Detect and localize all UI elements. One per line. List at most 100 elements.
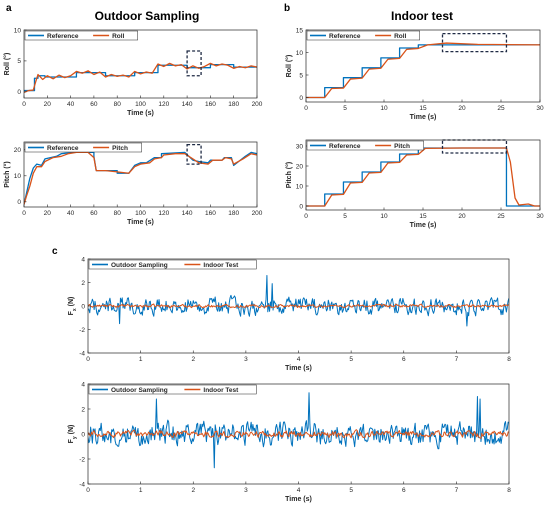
chart-a-pitch: 0 20 40 60 80 100 120 140 160 180 200 0 10 20 Time (s)… xyxy=(3,141,263,226)
x-tick-label: 1 xyxy=(139,487,143,494)
x-tick-label: 15 xyxy=(419,105,427,112)
x-tick-label: 100 xyxy=(135,101,146,108)
x-tick-label: 140 xyxy=(182,101,193,108)
legend: Reference Pitch xyxy=(306,140,424,151)
chart-b-pitch: 0 5 10 15 20 25 30 0 10 20 30 Time (s) Pitch (°) Refe… xyxy=(285,139,544,229)
x-axis-title: Time (s) xyxy=(127,110,154,117)
y-tick-label: 4 xyxy=(81,256,85,263)
legend-label: Reference xyxy=(47,33,79,40)
y-tick-label: 2 xyxy=(81,406,85,413)
x-tick-label: 0 xyxy=(22,101,26,108)
highlight-box xyxy=(441,32,508,53)
series-group xyxy=(88,274,509,327)
legend: Reference Roll xyxy=(24,30,138,41)
y-tick-label: 2 xyxy=(81,280,85,287)
series-line-0 xyxy=(24,63,257,92)
x-tick-label: 5 xyxy=(349,356,353,363)
x-tick-label: 120 xyxy=(158,101,169,108)
y-tick-label: 0 xyxy=(81,431,85,438)
x-tick-label: 20 xyxy=(458,105,466,112)
y-axis-title: Roll (°) xyxy=(3,53,11,76)
x-tick-label: 7 xyxy=(455,487,459,494)
x-tick-label: 3 xyxy=(244,487,248,494)
legend: Reference Pitch xyxy=(24,142,142,153)
y-tick-label: -2 xyxy=(79,456,85,463)
legend-label: Reference xyxy=(329,143,361,150)
legend-label: Reference xyxy=(47,145,79,152)
x-tick-label: 180 xyxy=(228,210,239,217)
x-tick-label: 0 xyxy=(304,213,308,220)
legend-box xyxy=(24,30,138,41)
x-axis-title: Time (s) xyxy=(285,365,312,372)
y-tick-label: 20 xyxy=(14,147,22,154)
x-tick-label: 0 xyxy=(86,487,90,494)
x-tick-label: 160 xyxy=(205,210,216,217)
y-axis-title: Roll (°) xyxy=(285,55,293,78)
series-line-1 xyxy=(306,147,540,207)
y-tick-label: 0 xyxy=(17,199,21,206)
chart-a-roll: 0 20 40 60 80 100 120 140 160 180 200 0 5 10 Time (s) R… xyxy=(3,27,263,117)
x-tick-label: 5 xyxy=(343,213,347,220)
x-tick-label: 100 xyxy=(135,210,146,217)
y-tick-label: 30 xyxy=(296,143,304,150)
y-tick-label: 0 xyxy=(81,303,85,310)
y-tick-label: 0 xyxy=(17,89,21,96)
x-tick-label: 3 xyxy=(244,356,248,363)
series-group xyxy=(306,42,540,99)
y-tick-label: -4 xyxy=(79,481,85,488)
series-line-1 xyxy=(306,42,540,99)
series-group xyxy=(24,151,257,205)
y-tick-label: 0 xyxy=(299,203,303,210)
y-tick-label: -2 xyxy=(79,327,85,334)
legend-label: Pitch xyxy=(394,143,410,150)
legend-box xyxy=(306,140,424,151)
x-tick-label: 80 xyxy=(114,101,122,108)
x-tick-label: 140 xyxy=(182,210,193,217)
series-line-1 xyxy=(24,151,257,205)
legend-label: Roll xyxy=(112,33,124,40)
series-line-1 xyxy=(88,303,509,309)
x-tick-label: 60 xyxy=(90,210,98,217)
x-tick-label: 25 xyxy=(497,105,505,112)
x-tick-label: 20 xyxy=(44,210,52,217)
y-axis-title: Pitch (°) xyxy=(3,161,11,188)
y-tick-label: 10 xyxy=(14,27,22,34)
y-axis-title: Fy (N) xyxy=(68,425,78,444)
legend-box xyxy=(88,384,257,395)
legend-box xyxy=(88,259,257,270)
x-tick-label: 40 xyxy=(67,210,75,217)
x-tick-label: 2 xyxy=(191,356,195,363)
x-tick-label: 0 xyxy=(22,210,26,217)
series-line-0 xyxy=(306,147,540,207)
x-tick-label: 25 xyxy=(497,213,505,220)
x-tick-label: 80 xyxy=(114,210,122,217)
y-tick-label: -4 xyxy=(79,350,85,357)
x-tick-label: 6 xyxy=(402,356,406,363)
x-axis-title: Time (s) xyxy=(127,219,154,226)
y-tick-label: 15 xyxy=(296,27,304,34)
y-tick-label: 5 xyxy=(17,58,21,65)
chart-c-fx: 0 1 2 3 4 5 6 7 8 -4 -2 0 2 4 Time (s) Fx (N) Outdoor Sa… xyxy=(68,256,511,372)
x-tick-label: 120 xyxy=(158,210,169,217)
x-tick-label: 5 xyxy=(349,487,353,494)
y-axis-title: Fx (N) xyxy=(68,297,78,316)
x-tick-label: 60 xyxy=(90,101,98,108)
series-line-1 xyxy=(24,62,257,94)
legend-label: Reference xyxy=(329,33,361,40)
panel-letter-b: b xyxy=(284,3,290,14)
series-group xyxy=(24,62,257,94)
series-line-0 xyxy=(88,274,509,327)
y-tick-label: 4 xyxy=(81,381,85,388)
series-line-1 xyxy=(88,429,509,439)
legend-label: Pitch xyxy=(112,145,128,152)
x-tick-label: 2 xyxy=(191,487,195,494)
y-tick-label: 20 xyxy=(296,163,304,170)
y-tick-label: 10 xyxy=(296,50,304,57)
x-tick-label: 15 xyxy=(419,213,427,220)
x-tick-label: 8 xyxy=(507,356,511,363)
x-tick-label: 200 xyxy=(252,210,263,217)
y-tick-label: 10 xyxy=(296,183,304,190)
y-tick-label: 0 xyxy=(299,95,303,102)
series-group xyxy=(306,147,540,207)
legend-label: Outdoor Sampling xyxy=(111,387,168,394)
